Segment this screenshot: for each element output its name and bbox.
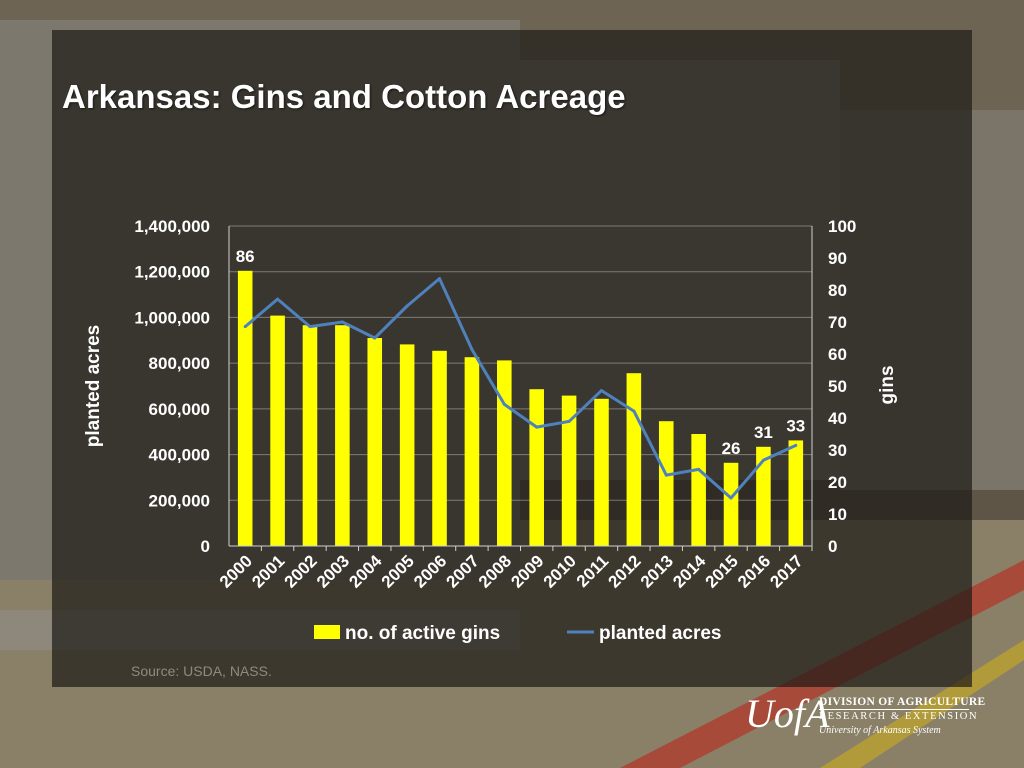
x-tick-label: 2009 xyxy=(507,551,547,591)
chart-panel xyxy=(52,30,972,687)
gins-bars xyxy=(237,270,804,546)
planted-acres-point-2000 xyxy=(243,325,247,329)
planted-acres-line xyxy=(243,277,798,500)
bar-2007 xyxy=(464,357,480,546)
logo-divider xyxy=(819,709,969,710)
source-note: Source: USDA, NASS. xyxy=(131,663,272,679)
y2-tick-label: 100 xyxy=(828,217,856,236)
y-tick-label: 800,000 xyxy=(149,354,210,373)
x-tick-label: 2016 xyxy=(734,551,774,591)
bar-2010 xyxy=(561,395,577,546)
bar-data-label-2016: 31 xyxy=(754,423,773,442)
planted-acres-point-2012 xyxy=(632,409,636,413)
y2-tick-label: 0 xyxy=(828,537,837,556)
planted-acres-series-line xyxy=(244,277,797,500)
x-tick-label: 2003 xyxy=(313,551,353,591)
x-tick-label: 2008 xyxy=(475,551,515,591)
logo-system-text: University of Arkansas System xyxy=(819,725,941,736)
planted-acres-point-2006 xyxy=(438,277,442,281)
bar-2013 xyxy=(658,421,674,546)
y2-tick-label: 80 xyxy=(828,281,847,300)
bar-2014 xyxy=(691,434,706,546)
planted-acres-point-2001 xyxy=(276,297,280,301)
x-tick-label: 2005 xyxy=(378,551,418,591)
bar-2009 xyxy=(529,389,544,546)
y2-axis-title: gins xyxy=(877,365,898,404)
y2-tick-label: 60 xyxy=(828,345,847,364)
x-tick-label: 2000 xyxy=(216,551,256,591)
bar-2000 xyxy=(237,270,253,546)
bar-data-label-2017: 33 xyxy=(786,416,805,435)
planted-acres-point-2017 xyxy=(794,443,798,447)
planted-acres-point-2011 xyxy=(599,389,603,393)
chart-legend: no. of active gins planted acres xyxy=(314,623,722,644)
x-tick-label: 2001 xyxy=(248,551,288,591)
planted-acres-point-2013 xyxy=(664,473,668,477)
planted-acres-point-2003 xyxy=(340,320,344,324)
legend-bar-swatch xyxy=(314,625,340,639)
bar-data-label-2000: 86 xyxy=(236,247,255,266)
logo-research-text: RESEARCH & EXTENSION xyxy=(819,711,979,722)
y2-tick-label: 10 xyxy=(828,505,847,524)
y-tick-label: 400,000 xyxy=(149,446,210,465)
y-tick-label: 0 xyxy=(201,537,210,556)
y-tick-label: 600,000 xyxy=(149,400,210,419)
bar-2002 xyxy=(302,325,318,546)
bar-2003 xyxy=(335,325,350,546)
y-axis-title: planted acres xyxy=(83,325,104,448)
y2-tick-label: 40 xyxy=(828,409,847,428)
y-tick-label: 1,200,000 xyxy=(134,263,210,282)
x-tick-label: 2015 xyxy=(702,551,742,591)
x-tick-label: 2012 xyxy=(605,551,645,591)
x-tick-label: 2010 xyxy=(540,551,580,591)
bar-2005 xyxy=(399,344,415,546)
legend-acres-label: planted acres xyxy=(599,623,722,644)
planted-acres-point-2010 xyxy=(567,419,571,423)
planted-acres-point-2014 xyxy=(697,467,701,471)
y2-tick-label: 90 xyxy=(828,249,847,268)
bar-2017 xyxy=(788,440,804,546)
x-tick-label: 2014 xyxy=(669,551,710,592)
bar-2004 xyxy=(367,338,383,546)
y-tick-label: 200,000 xyxy=(149,491,210,510)
planted-acres-point-2004 xyxy=(373,336,377,340)
x-tick-label: 2006 xyxy=(410,551,450,591)
planted-acres-point-2008 xyxy=(502,402,506,406)
x-tick-label: 2007 xyxy=(443,551,483,591)
y2-tick-label: 50 xyxy=(828,377,847,396)
planted-acres-point-2009 xyxy=(535,425,539,429)
y2-tick-label: 20 xyxy=(828,473,847,492)
planted-acres-point-2015 xyxy=(729,496,733,500)
x-tick-label: 2011 xyxy=(573,551,613,591)
y2-tick-label: 30 xyxy=(828,441,847,460)
x-tick-label: 2004 xyxy=(345,551,386,592)
planted-acres-point-2007 xyxy=(470,347,474,351)
y-tick-label: 1,400,000 xyxy=(134,217,210,236)
x-tick-label: 2013 xyxy=(637,551,677,591)
bar-2011 xyxy=(594,398,609,546)
y-tick-label: 1,000,000 xyxy=(134,308,210,327)
bar-data-label-2015: 26 xyxy=(722,439,741,458)
bar-2001 xyxy=(270,315,285,546)
bar-2016 xyxy=(756,446,771,546)
planted-acres-point-2002 xyxy=(308,325,312,329)
bar-2008 xyxy=(497,360,512,546)
planted-acres-point-2016 xyxy=(761,458,765,462)
slide-title: Arkansas: Gins and Cotton Acreage xyxy=(62,78,626,115)
x-tick-label: 2017 xyxy=(766,551,806,591)
uark-division-logo: UofA DIVISION OF AGRICULTURE RESEARCH & … xyxy=(745,691,985,742)
bar-2015 xyxy=(723,462,739,546)
uofa-logo-mark: UofA xyxy=(745,691,830,736)
planted-acres-point-2005 xyxy=(405,304,409,308)
bar-2012 xyxy=(626,373,642,546)
legend-gins-label: no. of active gins xyxy=(345,623,500,644)
bar-2006 xyxy=(432,350,447,546)
logo-division-text: DIVISION OF AGRICULTURE xyxy=(819,696,986,708)
y2-tick-label: 70 xyxy=(828,313,847,332)
chart-labels: 86 26 31 33 planted acres gins xyxy=(83,247,898,458)
x-tick-label: 2002 xyxy=(281,551,321,591)
